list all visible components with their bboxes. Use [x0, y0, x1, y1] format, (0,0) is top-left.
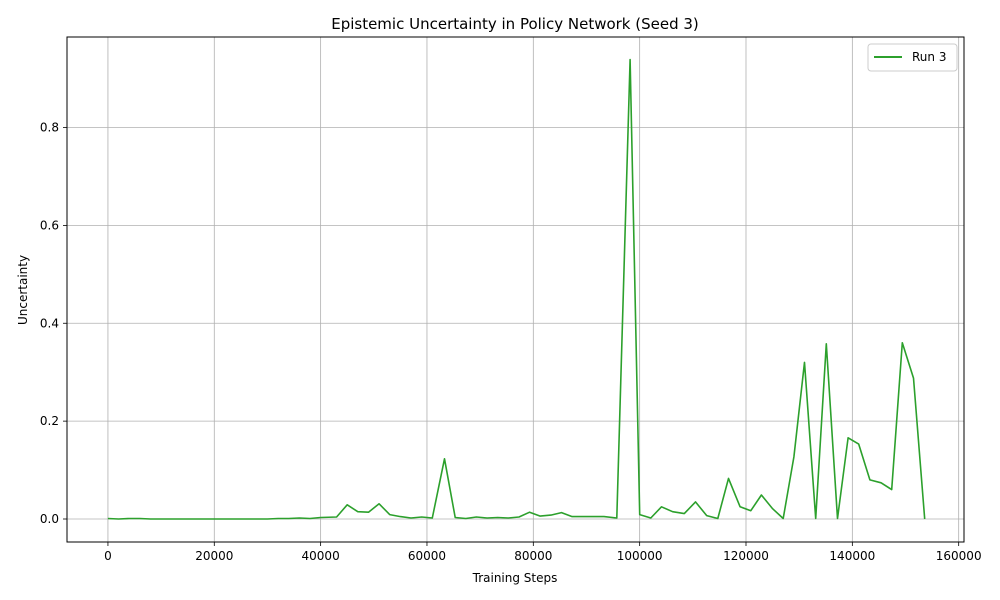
x-tick-label: 20000 [195, 549, 233, 563]
legend-box [867, 43, 958, 72]
x-tick-label: 160000 [936, 549, 982, 563]
y-tick-label: 0.8 [40, 121, 59, 135]
x-axis-ticks: 0 20000 40000 60000 80000 100000 120000 140000 1… [104, 542, 982, 563]
chart-title: Epistemic Uncertainty in Policy Network … [331, 15, 699, 33]
x-tick-label: 40000 [302, 549, 340, 563]
x-tick-label: 0 [104, 549, 112, 563]
x-tick-label: 120000 [723, 549, 769, 563]
grid [67, 37, 964, 542]
legend: Run 3 [867, 43, 958, 72]
x-tick-label: 60000 [408, 549, 446, 563]
y-tick-label: 0.0 [40, 512, 59, 526]
series-lines [107, 58, 926, 520]
plot-frame [66, 36, 965, 543]
x-tick-label: 140000 [829, 549, 875, 563]
y-tick-label: 0.2 [40, 414, 59, 428]
y-tick-label: 0.4 [40, 316, 59, 330]
legend-label-run-3: Run 3 [912, 50, 946, 64]
y-tick-label: 0.6 [40, 218, 59, 232]
x-tick-label: 100000 [617, 549, 663, 563]
y-axis-ticks: 0.0 0.2 0.4 0.6 0.8 [40, 121, 67, 526]
series-line-run-3 [107, 58, 926, 520]
x-axis-label: Training Steps [472, 571, 558, 585]
x-tick-label: 80000 [514, 549, 552, 563]
y-axis-label: Uncertainty [16, 255, 30, 325]
